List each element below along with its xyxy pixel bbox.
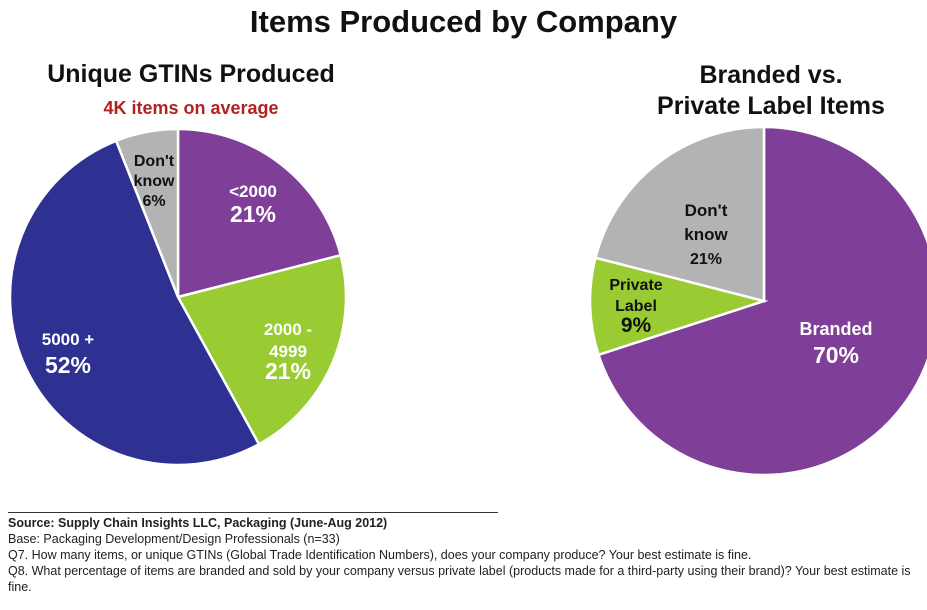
chart2-slice-2-value: 21% bbox=[690, 251, 722, 268]
chart2-slice-1-name: Private bbox=[609, 277, 662, 294]
chart1-slice-1-name: 2000 - bbox=[264, 320, 312, 339]
chart1-slice-3-value: 6% bbox=[142, 193, 165, 210]
chart1-slice-2 bbox=[8, 139, 261, 467]
chart2-title: Branded vs. Private Label Items bbox=[620, 60, 922, 122]
chart2-title-line-2: Private Label Items bbox=[657, 92, 885, 120]
chart1-title: Unique GTINs Produced bbox=[47, 60, 335, 88]
chart1-slice-1-name: 4999 bbox=[269, 342, 307, 361]
chart2-slice-0 bbox=[596, 125, 927, 477]
chart2-slice-2-label: Don't know 21% bbox=[684, 201, 728, 268]
chart2-slice-0-value: 70% bbox=[813, 342, 859, 368]
chart2-slice-2 bbox=[593, 125, 766, 303]
chart2-slice-2-name: Don't bbox=[685, 201, 728, 220]
question-q7: Q7. How many items, or unique GTINs (Glo… bbox=[8, 548, 752, 562]
chart2-slice-1-name: Label bbox=[615, 298, 657, 315]
chart2-slice-1 bbox=[588, 256, 769, 357]
chart1-slice-2-name: 5000 + bbox=[42, 330, 95, 349]
chart1-slice-3-label: Don't know 6% bbox=[134, 153, 175, 210]
chart1-slice-3-name: know bbox=[134, 173, 175, 190]
source-note: Source: Supply Chain Insights LLC, Packa… bbox=[8, 516, 388, 530]
footer-notes: Source: Supply Chain Insights LLC, Packa… bbox=[8, 515, 923, 595]
chart1-slice-2-label: 5000 + 52% bbox=[42, 330, 95, 378]
page-title: Items Produced by Company bbox=[249, 4, 678, 39]
question-q8: Q8. What percentage of items are branded… bbox=[8, 564, 911, 594]
footer-divider bbox=[8, 512, 498, 513]
chart2-slice-2-name: know bbox=[684, 225, 728, 244]
chart1-slice-0-name: <2000 bbox=[229, 182, 277, 201]
chart1-slice-3-name: Don't bbox=[134, 153, 175, 170]
chart2-slice-0-name: Branded bbox=[799, 319, 872, 339]
chart1-slice-3 bbox=[114, 127, 180, 298]
chart1-subtitle: 4K items on average bbox=[103, 98, 279, 118]
chart1-slice-1 bbox=[176, 253, 348, 446]
chart1-slice-1-value: 21% bbox=[265, 358, 311, 384]
chart1-slice-0 bbox=[176, 127, 343, 299]
chart2-slice-1-value: 9% bbox=[621, 314, 652, 337]
chart1-slice-2-value: 52% bbox=[45, 352, 91, 378]
chart2-slice-0-label: Branded 70% bbox=[799, 319, 872, 368]
base-note: Base: Packaging Development/Design Profe… bbox=[8, 532, 340, 546]
chart1-slice-0-value: 21% bbox=[230, 201, 276, 227]
chart2-title-line-1: Branded vs. bbox=[699, 61, 843, 89]
